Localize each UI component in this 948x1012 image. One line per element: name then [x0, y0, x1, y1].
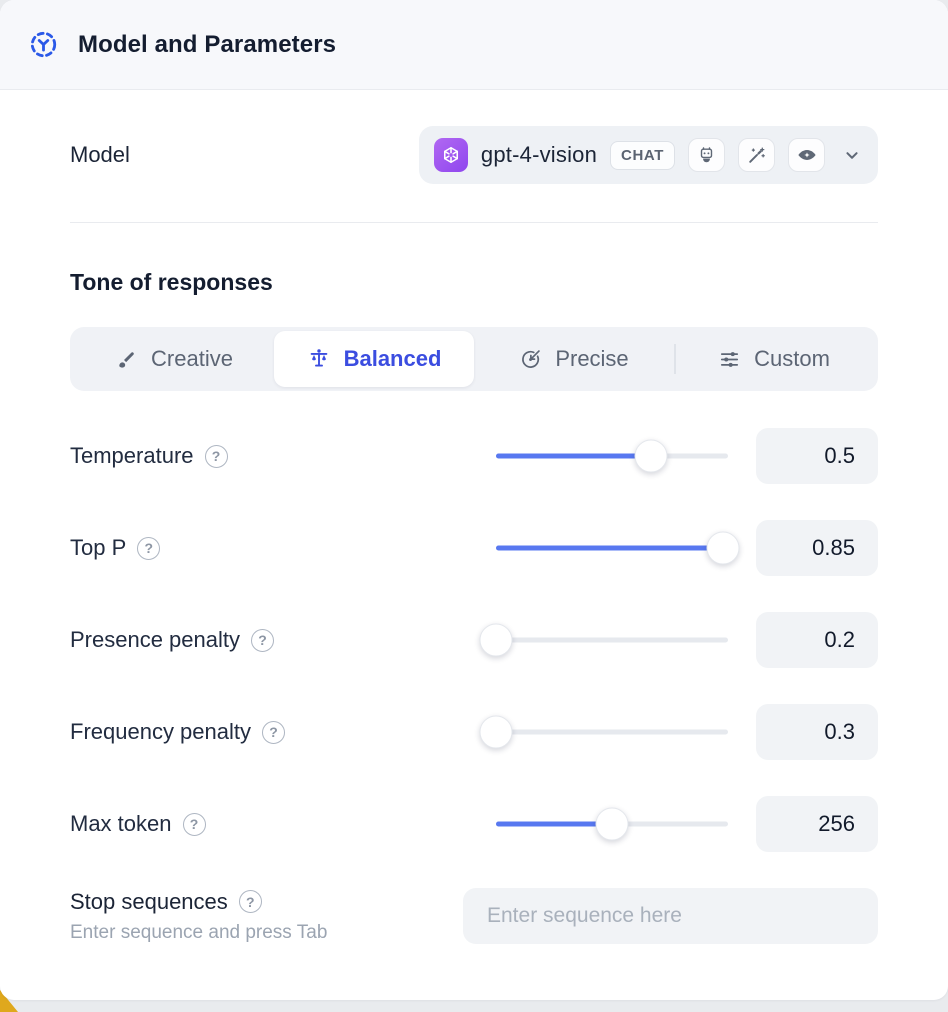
tab-label: Custom [754, 346, 830, 371]
top-p-value[interactable]: 0.85 [756, 520, 878, 576]
slider-fill [496, 545, 724, 551]
param-row-presence-penalty: Presence penalty? 0.2 [70, 612, 878, 668]
help-icon[interactable]: ? [182, 812, 206, 836]
openai-logo [433, 138, 468, 172]
tone-tabs: Creative Balanced Precise Custom [70, 327, 878, 391]
param-label-max-token: Max token [70, 811, 172, 836]
presence-penalty-value[interactable]: 0.2 [756, 612, 878, 668]
help-icon[interactable]: ? [238, 890, 262, 913]
model-icon [28, 29, 59, 60]
parameters-list: Temperature? 0.5 Top P? 0.85 Presence penalt… [70, 428, 878, 852]
tab-precise[interactable]: Precise [474, 331, 674, 387]
param-label-temperature: Temperature [70, 443, 194, 468]
stop-sequences-hint: Enter sequence and press Tab [70, 921, 328, 943]
model-select[interactable]: gpt-4-vision CHAT [418, 126, 878, 184]
help-icon[interactable]: ? [262, 720, 285, 744]
help-icon[interactable]: ? [137, 536, 161, 560]
slider-thumb[interactable] [479, 715, 513, 749]
slider-thumb[interactable] [706, 531, 740, 565]
slider-fill [496, 821, 612, 827]
tab-label: Balanced [343, 346, 442, 371]
tab-label: Precise [555, 346, 629, 371]
tab-label: Creative [151, 346, 233, 371]
sliders-icon [718, 348, 741, 371]
vision-eye-icon [788, 138, 825, 172]
slider-fill [496, 453, 652, 459]
page-title: Model and Parameters [78, 30, 337, 58]
param-label-presence-penalty: Presence penalty [70, 627, 240, 652]
panel-header: Model and Parameters [0, 0, 948, 90]
frequency-penalty-value[interactable]: 0.3 [756, 704, 878, 760]
param-row-max-token: Max token? 256 [70, 796, 878, 852]
model-name: gpt-4-vision [480, 142, 598, 167]
slider-thumb[interactable] [595, 807, 629, 841]
paintbrush-icon [115, 348, 138, 371]
slider-track [496, 637, 728, 643]
robot-icon [688, 138, 725, 172]
model-label: Model [70, 142, 130, 167]
tab-creative[interactable]: Creative [74, 331, 274, 387]
balance-scale-icon [307, 347, 331, 371]
stop-sequence-input[interactable] [463, 888, 878, 944]
param-row-temperature: Temperature? 0.5 [70, 428, 878, 484]
max-token-slider[interactable] [496, 806, 728, 842]
param-row-top-p: Top P? 0.85 [70, 520, 878, 576]
max-token-value[interactable]: 256 [756, 796, 878, 852]
chevron-down-icon [841, 144, 863, 166]
magic-wand-icon [738, 138, 775, 172]
frequency-penalty-slider[interactable] [479, 714, 728, 750]
slider-track [496, 729, 728, 735]
target-icon [519, 348, 542, 371]
slider-thumb[interactable] [634, 439, 668, 473]
temperature-value[interactable]: 0.5 [756, 428, 878, 484]
param-row-frequency-penalty: Frequency penalty? 0.3 [70, 704, 878, 760]
stop-sequences-label: Stop sequences [70, 888, 228, 914]
presence-penalty-slider[interactable] [479, 622, 728, 658]
help-icon[interactable]: ? [251, 628, 274, 652]
slider-thumb[interactable] [479, 623, 513, 657]
stop-sequences-row: Stop sequences ? Enter sequence and pres… [70, 888, 878, 944]
tab-balanced[interactable]: Balanced [274, 331, 474, 387]
top-p-slider[interactable] [496, 530, 740, 566]
temperature-slider[interactable] [496, 438, 728, 474]
tab-custom[interactable]: Custom [674, 331, 874, 387]
tone-section-title: Tone of responses [70, 269, 273, 295]
param-label-top-p: Top P [70, 535, 127, 560]
param-label-frequency-penalty: Frequency penalty [70, 719, 251, 744]
help-icon[interactable]: ? [204, 444, 228, 468]
model-row: Model gpt-4-vision CHAT [70, 126, 878, 184]
section-divider [70, 222, 878, 223]
model-type-badge: CHAT [610, 140, 675, 170]
